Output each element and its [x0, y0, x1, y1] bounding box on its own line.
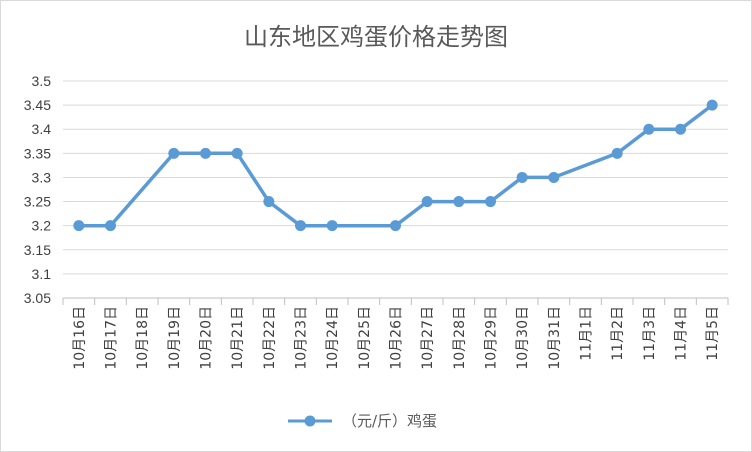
x-tick-label: 10月16日: [72, 306, 88, 370]
data-point: [485, 196, 496, 208]
x-tick-label: 11月3日: [642, 306, 658, 361]
data-point: [611, 147, 623, 159]
data-point: [263, 196, 275, 208]
y-tick-label: 3.4: [32, 121, 52, 137]
x-tick-label: 10月26日: [389, 306, 405, 370]
y-tick-label: 3.05: [24, 290, 51, 306]
x-tick-label: 10月18日: [135, 306, 151, 370]
x-tick-label: 10月20日: [199, 306, 215, 370]
x-tick-label: 10月28日: [452, 306, 468, 370]
data-point: [231, 147, 243, 159]
x-tick-label: 11月1日: [579, 306, 595, 361]
y-tick-label: 3.5: [32, 73, 52, 89]
data-point: [421, 196, 433, 208]
data-point: [168, 147, 180, 159]
gridlines: [63, 80, 728, 299]
chart-title: 山东地区鸡蛋价格走势图: [244, 23, 508, 51]
y-tick-label: 3.1: [32, 266, 52, 282]
y-tick-label: 3.35: [24, 145, 51, 161]
y-tick-label: 3.25: [24, 194, 51, 210]
x-tick-label: 10月25日: [357, 306, 373, 370]
data-point: [326, 220, 338, 232]
x-tick-label: 11月2日: [610, 306, 626, 361]
data-point: [675, 123, 686, 135]
data-point: [200, 147, 211, 159]
legend-dot-marker: [304, 415, 316, 427]
data-point: [295, 220, 306, 232]
x-axis: 10月16日 10月17日 10月18日 10月19日 10月20日 10月21日 10月2…: [62, 298, 729, 370]
y-tick-label: 3.15: [24, 242, 51, 258]
x-tick-label: 10月24日: [325, 306, 341, 370]
data-point: [105, 220, 116, 232]
data-point: [548, 171, 560, 183]
series-layer: [73, 99, 718, 232]
data-point: [643, 123, 655, 135]
y-axis: 3.05 3.1 3.15 3.2 3.25 3.3 3.35 3.4 3.45 3.5: [24, 73, 51, 306]
data-point: [453, 196, 465, 208]
x-tick-label: 10月29日: [484, 306, 500, 370]
series-line: [78, 103, 714, 228]
legend: （元/斤）鸡蛋: [288, 412, 437, 430]
legend-label: （元/斤）鸡蛋: [342, 412, 437, 430]
x-tick-label: 10月27日: [420, 306, 436, 370]
x-tick-label: 10月17日: [104, 306, 120, 370]
x-tick-label: 10月22日: [262, 306, 278, 370]
y-tick-label: 3.2: [32, 218, 52, 234]
data-point: [516, 171, 528, 183]
x-tick-label: 11月5日: [705, 306, 721, 361]
data-point: [706, 99, 718, 111]
y-tick-label: 3.45: [24, 97, 51, 113]
x-tick-label: 10月31日: [547, 306, 563, 370]
x-tick-label: 10月30日: [515, 306, 531, 370]
data-point: [390, 220, 401, 232]
y-tick-label: 3.3: [32, 169, 52, 185]
x-tick-label: 10月23日: [294, 306, 310, 370]
x-tick-label: 10月21日: [230, 306, 246, 370]
x-tick-label: 10月19日: [167, 306, 183, 370]
data-point: [73, 220, 85, 232]
x-tick-label: 11月4日: [674, 306, 690, 361]
